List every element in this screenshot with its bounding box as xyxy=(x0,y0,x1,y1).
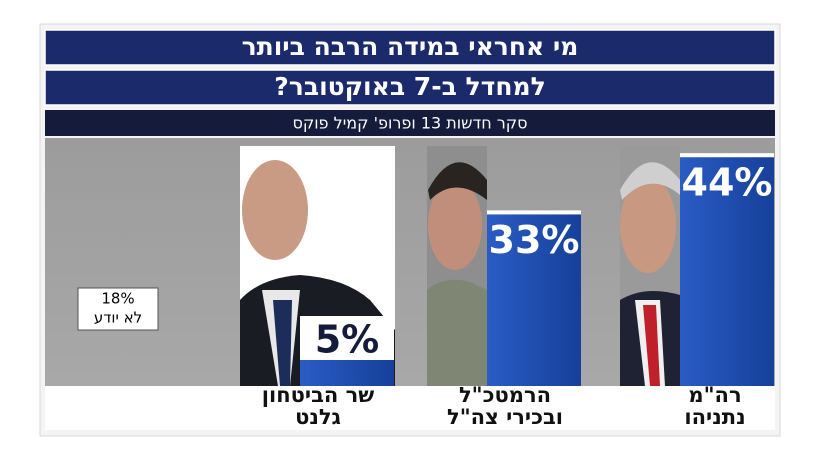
other-value: 18% xyxy=(101,290,134,308)
photo xyxy=(427,146,487,386)
photo xyxy=(620,146,680,386)
bar-edge xyxy=(487,210,581,215)
category-label: רה"מ xyxy=(688,383,741,407)
source: סקר חדשות 13 ופרופ' קמיל פוקס xyxy=(292,114,527,133)
bar xyxy=(300,360,394,386)
chart-subtitle: למחדל ב-7 באוקטובר? xyxy=(274,72,545,101)
title-bar xyxy=(44,29,776,66)
bar xyxy=(680,157,774,386)
label-box xyxy=(300,320,394,360)
other-name: לא יודע xyxy=(94,309,142,327)
source-bar xyxy=(45,110,775,136)
chart-title: מי אחראי במידה הרבה ביותר xyxy=(242,32,579,61)
category-label: הרמטכ"ל xyxy=(459,383,551,407)
bar-edge xyxy=(680,153,774,158)
value-label: 33% xyxy=(489,218,580,262)
bar-edge xyxy=(300,316,394,320)
category-label: ובכירי צה"ל xyxy=(447,405,563,429)
value-label: 5% xyxy=(315,318,380,362)
label-strip xyxy=(45,386,775,430)
title-bar xyxy=(44,69,776,106)
value-label: 44% xyxy=(682,161,773,205)
other-box xyxy=(77,287,159,331)
category-label: גלנט xyxy=(295,405,341,429)
bar xyxy=(487,214,581,386)
category-label: שר הביטחון xyxy=(262,383,374,407)
category-label: נתניהו xyxy=(684,405,745,429)
